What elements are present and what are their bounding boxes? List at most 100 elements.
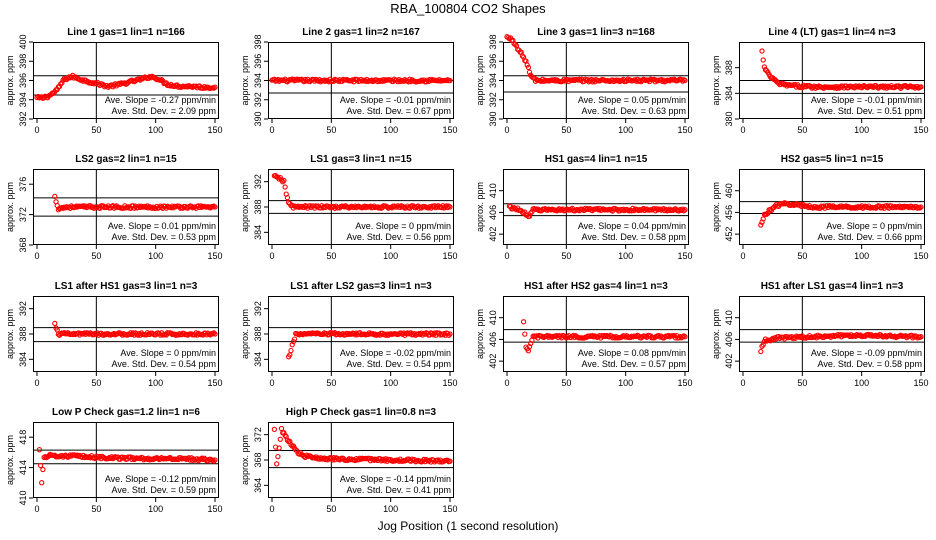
data-point	[295, 203, 301, 209]
data-point	[899, 203, 905, 210]
data-point	[212, 331, 218, 337]
y-tick-label: 368	[253, 452, 263, 467]
y-tick-label: 390	[488, 111, 498, 126]
x-tick-label: 50	[91, 504, 101, 514]
x-tick-label: 0	[34, 251, 39, 261]
x-tick-label: 150	[207, 251, 222, 261]
x-tick-label: 0	[740, 251, 745, 261]
data-point	[289, 342, 295, 348]
y-tick-label: 398	[18, 54, 28, 69]
x-tick-label: 100	[148, 125, 163, 135]
y-tick-label: 368	[18, 237, 28, 252]
y-tick-label: 392	[488, 92, 498, 107]
x-tick-label: 100	[383, 251, 398, 261]
y-axis-label: approx. ppm	[711, 55, 721, 105]
data-point	[212, 204, 218, 210]
data-point	[435, 78, 441, 84]
slope-annotation: Ave. Slope = -0.14 ppm/min	[340, 474, 451, 484]
plot-frame	[503, 42, 689, 119]
x-tick-label: 100	[618, 251, 633, 261]
data-point	[830, 332, 836, 339]
data-point	[275, 453, 281, 460]
x-tick-label: 150	[913, 125, 928, 135]
data-points	[52, 193, 218, 213]
data-point	[835, 331, 841, 338]
data-point	[659, 78, 666, 85]
panel-title: Line 1 gas=1 lin=1 n=166	[67, 27, 185, 38]
data-point	[39, 480, 45, 486]
std-dev-annotation: Ave. Std. Dev. = 0.54 ppm	[347, 359, 451, 369]
data-point	[653, 206, 660, 212]
x-tick-label: 0	[269, 378, 274, 388]
data-point	[158, 77, 165, 83]
y-tick-label: 406	[488, 205, 498, 220]
data-point	[81, 454, 88, 461]
panel-title: LS1 after LS2 gas=3 lin=1 n=3	[290, 281, 432, 292]
plot-frame	[268, 422, 454, 498]
data-point	[281, 430, 287, 436]
y-tick-label: 388	[253, 326, 263, 341]
panel-title: Low P Check gas=1.2 lin=1 n=6	[52, 407, 200, 418]
x-tick-label: 150	[442, 504, 457, 514]
std-dev-annotation: Ave. Std. Dev. = 0.41 ppm	[347, 485, 451, 495]
data-point	[522, 331, 528, 337]
y-axis-label: approx. ppm	[711, 182, 721, 232]
data-point	[34, 94, 40, 101]
panel-title: High P Check gas=1 lin=0.8 n=3	[286, 407, 437, 418]
data-point	[555, 207, 561, 213]
data-point	[760, 57, 766, 63]
y-tick-label: 460	[724, 183, 734, 198]
plot-frame	[33, 169, 219, 245]
data-point	[276, 445, 282, 451]
x-tick-label: 50	[797, 378, 807, 388]
data-point	[519, 53, 526, 59]
data-point	[36, 447, 43, 453]
data-points	[36, 447, 218, 486]
data-point	[380, 77, 387, 83]
std-dev-annotation: Ave. Std. Dev. = 0.57 ppm	[582, 359, 686, 369]
x-tick-label: 50	[797, 125, 807, 135]
x-tick-label: 0	[34, 378, 39, 388]
x-tick-label: 0	[269, 504, 274, 514]
data-point	[296, 332, 302, 338]
y-tick-label: 406	[724, 332, 734, 347]
data-points	[269, 76, 453, 85]
panel-title: HS2 gas=5 lin=1 n=15	[781, 154, 884, 165]
std-dev-annotation: Ave. Std. Dev. = 2.09 ppm	[112, 106, 216, 116]
y-tick-label: 384	[18, 352, 28, 367]
data-point	[282, 184, 288, 190]
data-point	[391, 76, 397, 82]
y-tick-label: 392	[18, 301, 28, 316]
y-tick-label: 398	[253, 34, 263, 49]
data-point	[758, 348, 764, 355]
y-tick-label: 372	[253, 427, 263, 442]
data-point	[209, 457, 216, 463]
data-point	[111, 330, 117, 337]
y-tick-label: 400	[18, 34, 28, 49]
y-tick-label: 384	[253, 352, 263, 367]
y-tick-label: 396	[18, 73, 28, 88]
x-tick-label: 0	[269, 125, 274, 135]
data-point	[211, 330, 217, 336]
data-point	[277, 436, 283, 442]
data-point	[274, 461, 280, 467]
data-point	[58, 81, 64, 87]
panel-title: LS2 gas=2 lin=1 n=15	[75, 154, 177, 165]
panel-title: LS1 after HS1 gas=3 lin=1 n=3	[55, 281, 198, 292]
x-tick-label: 50	[326, 378, 336, 388]
slope-annotation: Ave. Slope = -0.12 ppm/min	[105, 474, 216, 484]
x-tick-label: 50	[91, 378, 101, 388]
plot-frame	[739, 169, 925, 245]
data-point	[56, 83, 63, 90]
data-point	[505, 34, 511, 41]
data-point	[682, 77, 688, 84]
y-tick-label: 376	[18, 177, 28, 192]
data-point	[312, 455, 318, 461]
data-point	[444, 457, 451, 464]
panel-title: Line 4 (LT) gas=1 lin=4 n=3	[768, 27, 896, 38]
y-tick-label: 398	[488, 34, 498, 49]
data-point	[372, 331, 378, 337]
